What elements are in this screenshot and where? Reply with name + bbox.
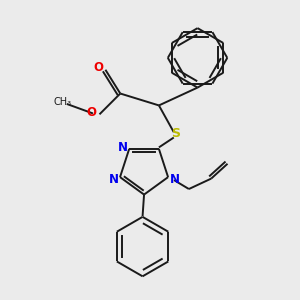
Text: N: N [169, 173, 180, 186]
Text: CH₃: CH₃ [53, 97, 71, 107]
Text: O: O [93, 61, 103, 74]
Text: S: S [171, 127, 180, 140]
Text: N: N [109, 173, 118, 186]
Text: O: O [86, 106, 96, 119]
Text: N: N [118, 141, 128, 154]
